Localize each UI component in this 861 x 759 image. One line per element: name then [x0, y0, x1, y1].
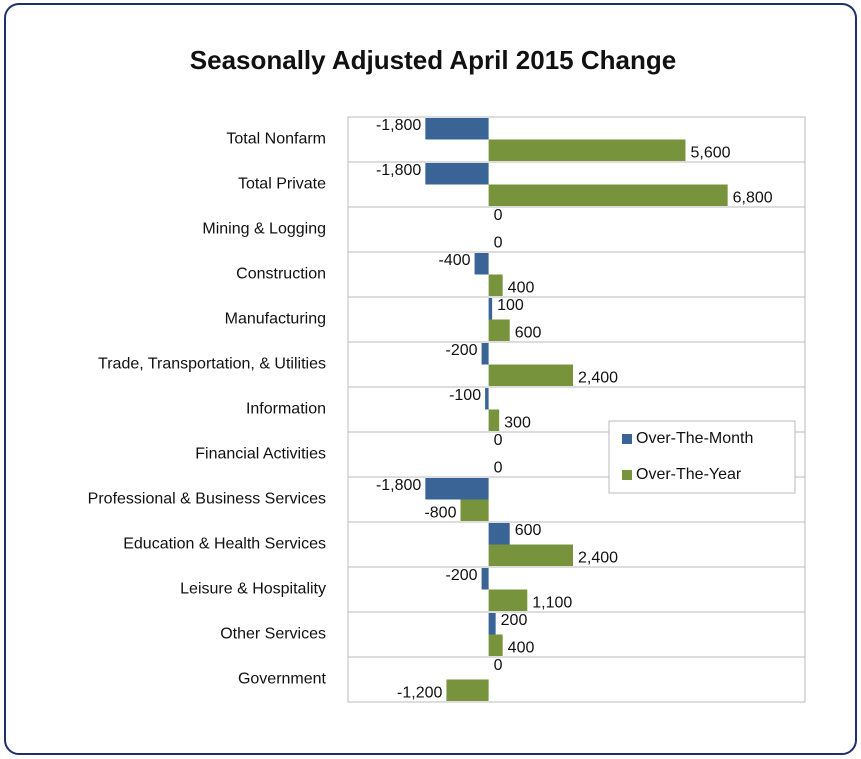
data-label: 1,100 [532, 594, 572, 611]
category-label: Leisure & Hospitality [180, 581, 326, 598]
bar [488, 184, 728, 206]
bar [460, 499, 489, 521]
data-label: 600 [515, 522, 542, 539]
legend-swatch [622, 470, 632, 480]
bar [488, 544, 573, 566]
bar [474, 253, 489, 275]
data-label: 2,400 [578, 549, 618, 566]
bar [488, 319, 510, 341]
category-label: Education & Health Services [123, 536, 326, 553]
category-label: Financial Activities [195, 446, 326, 463]
data-label: 400 [508, 639, 535, 656]
data-label: 0 [494, 234, 503, 251]
data-label: 600 [515, 324, 542, 341]
category-label: Construction [236, 266, 326, 283]
category-label: Mining & Logging [202, 221, 326, 238]
category-label: Trade, Transportation, & Utilities [98, 356, 326, 373]
bar [488, 298, 493, 320]
bar [488, 523, 510, 545]
legend-label: Over-The-Month [636, 430, 753, 447]
data-label: -1,200 [397, 684, 442, 701]
category-label: Manufacturing [225, 311, 326, 328]
data-label: 300 [504, 414, 531, 431]
legend-box [608, 420, 796, 494]
bar [425, 163, 489, 185]
bar [488, 274, 503, 296]
data-label: -1,800 [376, 477, 421, 494]
data-label: 100 [497, 297, 524, 314]
bar [446, 679, 489, 701]
data-label: 2,400 [578, 369, 618, 386]
data-label: 0 [494, 459, 503, 476]
data-label: 6,800 [733, 189, 773, 206]
plot-area [347, 116, 806, 703]
bar [481, 343, 489, 365]
legend-label: Over-The-Year [636, 466, 742, 483]
data-label: 0 [494, 657, 503, 674]
legend-swatch [622, 434, 632, 444]
category-label: Other Services [220, 626, 326, 643]
data-label: 0 [494, 207, 503, 224]
category-label: Government [238, 671, 327, 688]
data-label: -400 [439, 252, 471, 269]
bar [425, 118, 489, 140]
category-label: Total Nonfarm [226, 131, 326, 148]
bar [488, 634, 503, 656]
data-label: 400 [508, 279, 535, 296]
bar [488, 589, 528, 611]
bar [425, 478, 489, 500]
data-label: -200 [446, 567, 478, 584]
data-label: -800 [424, 504, 456, 521]
category-label: Information [246, 401, 326, 418]
data-label: -100 [449, 387, 481, 404]
data-label: 5,600 [690, 144, 730, 161]
bar [488, 139, 686, 161]
bar [488, 613, 496, 635]
bar [485, 388, 489, 410]
category-label: Professional & Business Services [88, 491, 326, 508]
data-label: -1,800 [376, 117, 421, 134]
bar [488, 364, 573, 386]
data-label: 0 [494, 432, 503, 449]
data-label: -1,800 [376, 162, 421, 179]
data-label: -200 [446, 342, 478, 359]
chart-title: Seasonally Adjusted April 2015 Change [190, 45, 676, 75]
data-label: 200 [501, 612, 528, 629]
bar [481, 568, 489, 590]
category-label: Total Private [238, 176, 326, 193]
bar [488, 409, 500, 431]
